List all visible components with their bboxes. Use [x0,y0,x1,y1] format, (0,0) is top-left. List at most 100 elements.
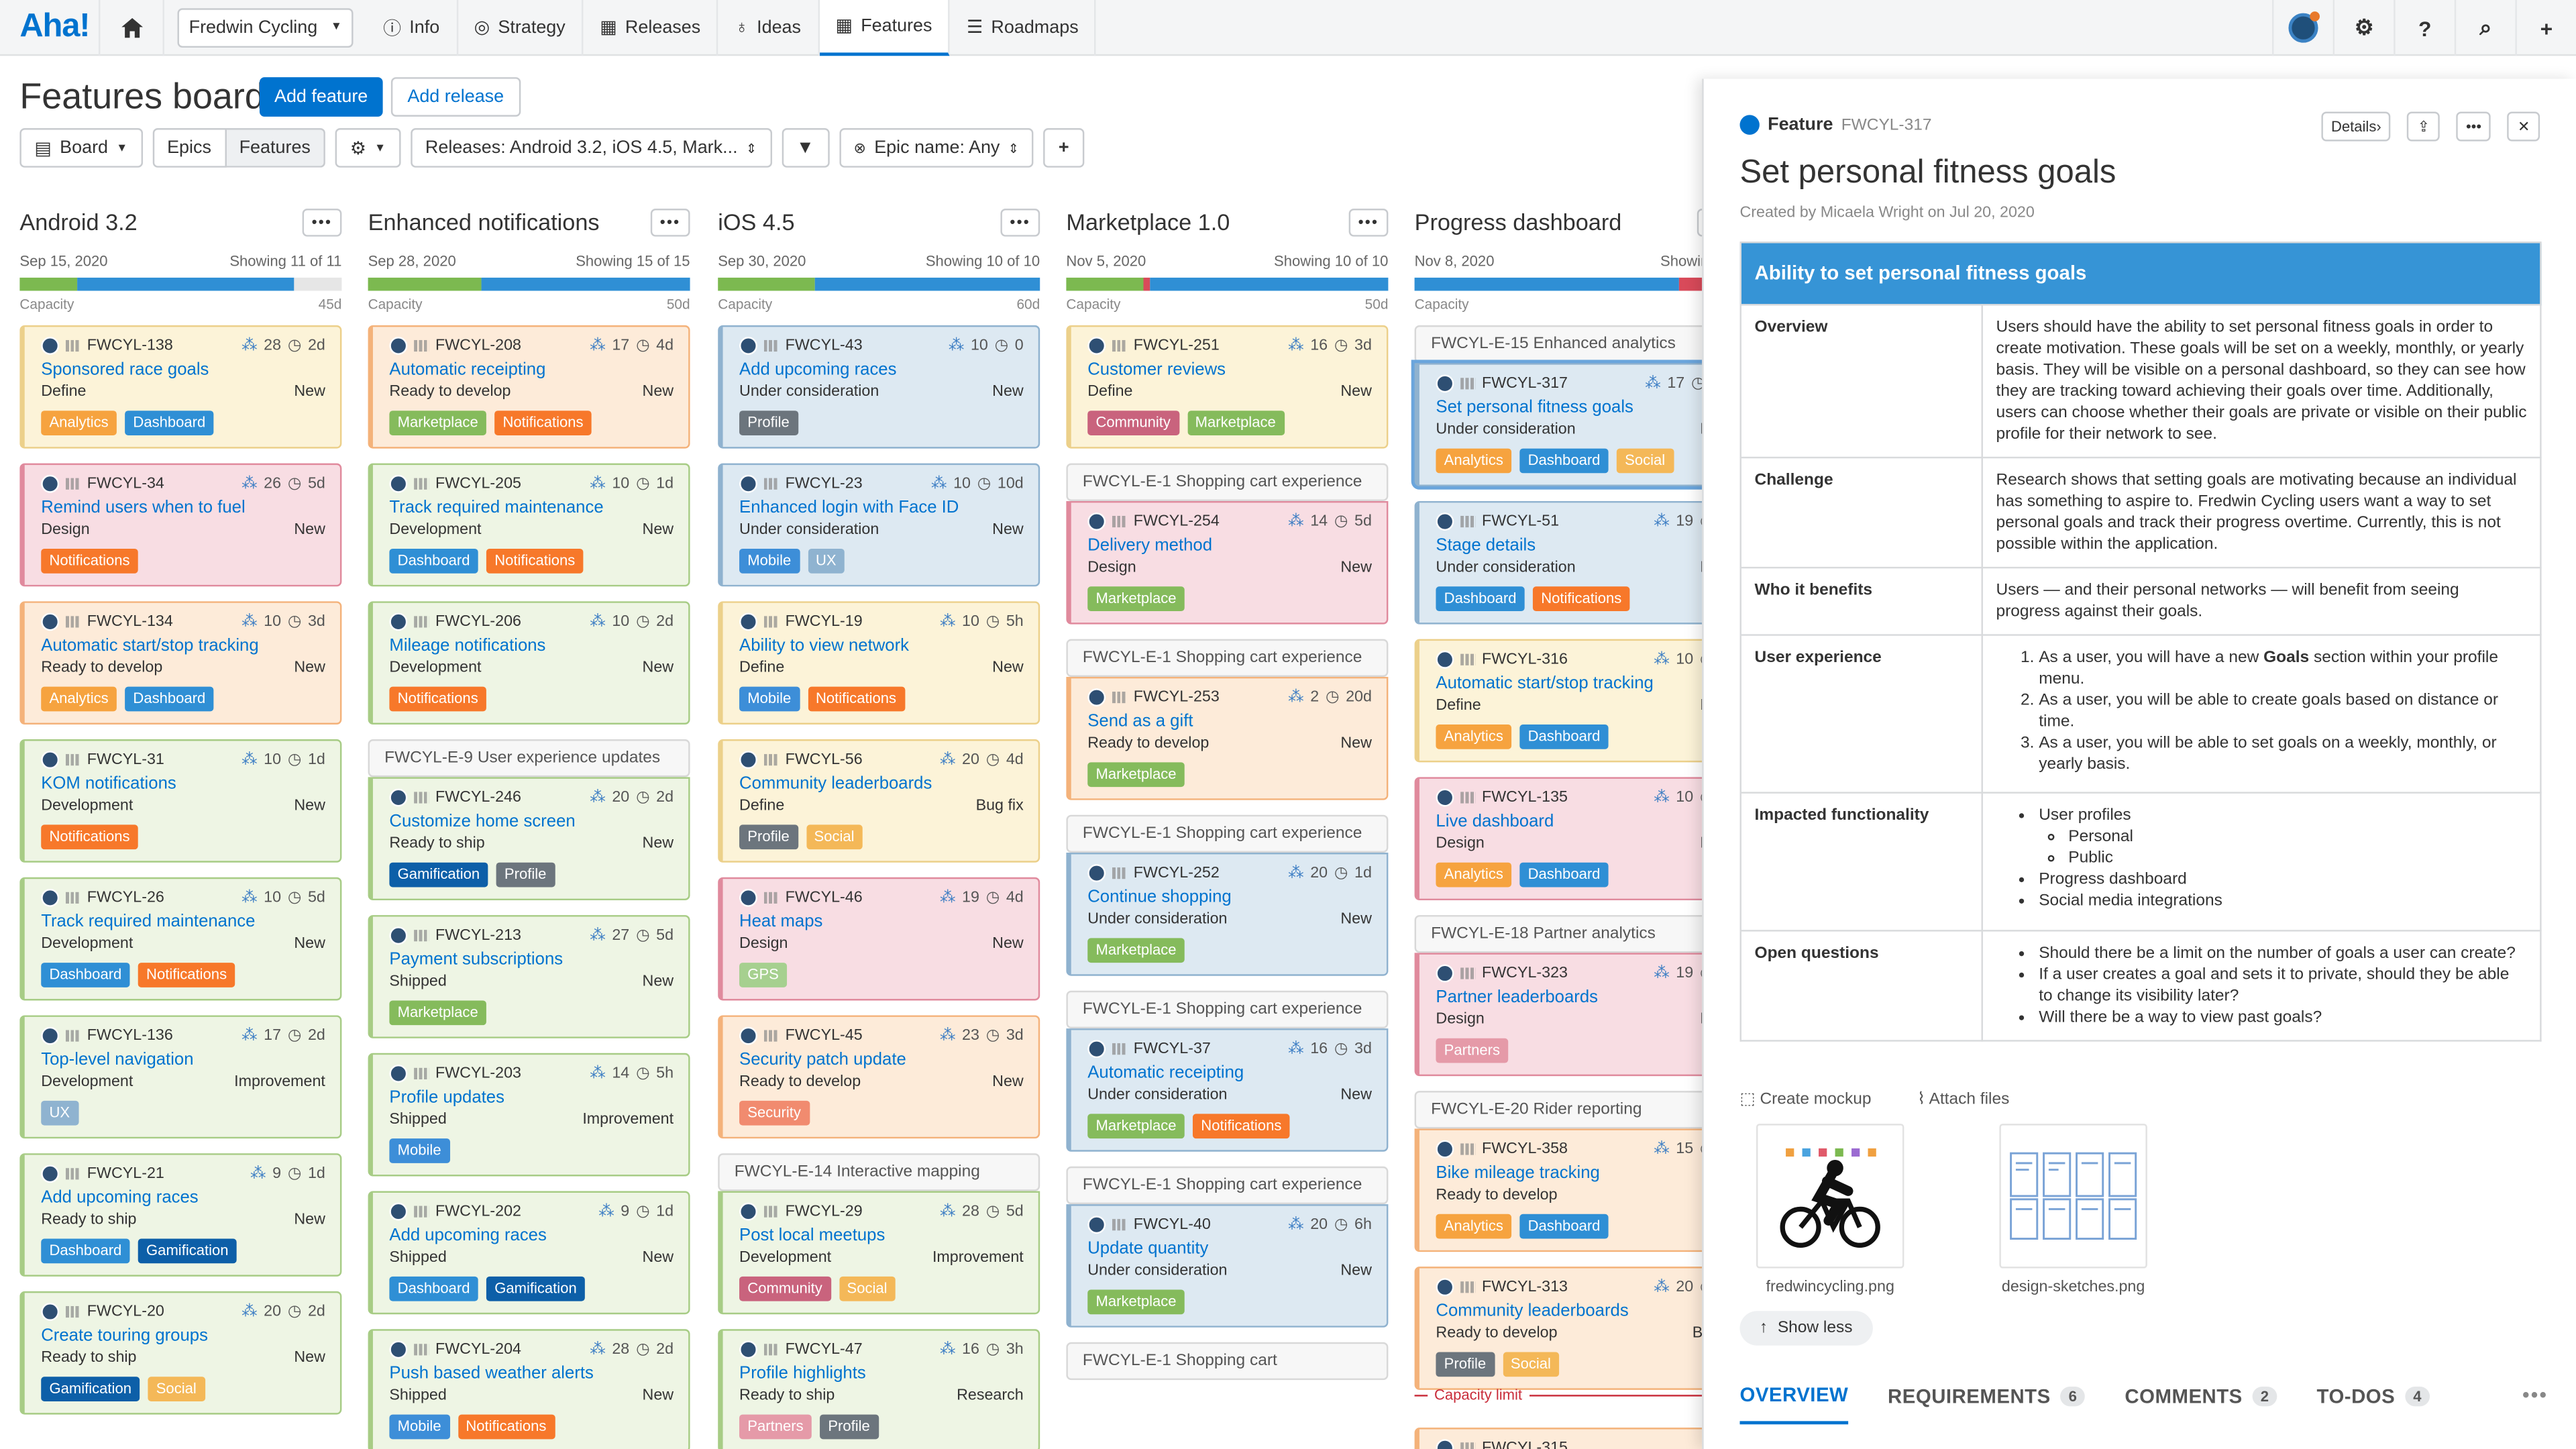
card-title[interactable]: Track required maintenance [389,498,604,518]
tag-dashboard[interactable]: Dashboard [125,411,214,435]
tag-marketplace[interactable]: Marketplace [1087,1114,1185,1139]
epic-label[interactable]: FWCYL-E-14 Interactive mapping [718,1153,1040,1191]
card-title[interactable]: KOM notifications [41,773,176,794]
home-button[interactable] [98,0,164,56]
tag-partners[interactable]: Partners [739,1414,812,1440]
card-title[interactable]: Add upcoming races [41,1187,199,1208]
tag-dashboard[interactable]: Dashboard [41,963,130,987]
feature-card[interactable]: FWCYL-23 ⁂ 10 ◷ 10d Enhanced login with Face … [718,463,1040,587]
nav-roadmaps[interactable]: ☰ Roadmaps [950,0,1097,56]
epic-label[interactable]: FWCYL-E-1 Shopping cart experience [1066,639,1389,677]
tag-ux[interactable]: UX [41,1100,78,1126]
column-more-button[interactable]: ••• [1000,207,1040,236]
tag-mobile[interactable]: Mobile [389,1138,449,1163]
tab-overview[interactable]: OVERVIEW [1739,1383,1849,1425]
card-title[interactable]: Mileage notifications [389,635,546,656]
tag-gamification[interactable]: Gamification [138,1238,237,1264]
card-title[interactable]: Live dashboard [1436,811,1554,832]
card-title[interactable]: Set personal fitness goals [1436,397,1633,418]
card-title[interactable]: Post local meetups [739,1225,885,1246]
card-title[interactable]: Create touring groups [41,1326,208,1346]
attachment-design-sketches[interactable]: design-sketches.png [1976,1124,2170,1296]
tab-comments[interactable]: COMMENTS 2 [2125,1383,2277,1424]
card-title[interactable]: Automatic start/stop tracking [1436,674,1654,694]
feature-card[interactable]: FWCYL-253 ⁂ 2 ◷ 20d Send as a gift Ready to de… [1066,676,1389,800]
feature-card[interactable]: FWCYL-317⁂17◷2Set personal fitness goals… [1414,363,1737,486]
column-more-button[interactable]: ••• [650,207,690,236]
attach-files-button[interactable]: ⌇ Attach files [1917,1091,2010,1110]
card-title[interactable]: Customer reviews [1087,360,1226,380]
epic-label[interactable]: FWCYL-E-1 Shopping cart experience [1066,463,1389,501]
card-title[interactable]: Top-level navigation [41,1049,194,1070]
card-title[interactable]: Bike mileage tracking [1436,1163,1600,1183]
feature-card[interactable]: FWCYL-56 ⁂ 20 ◷ 4d Community leaderboards Defi… [718,739,1040,863]
feature-card[interactable]: FWCYL-135⁂10◷Live dashboardDesignNeAnaly… [1414,777,1737,901]
epics-toggle[interactable]: Epics [152,128,227,168]
feature-card[interactable]: FWCYL-46 ⁂ 19 ◷ 4d Heat maps Design New GPS [718,877,1040,1001]
attachment-fredwincycling[interactable]: fredwincycling.png [1733,1124,1927,1296]
tag-marketplace[interactable]: Marketplace [1087,586,1185,612]
feature-card[interactable]: FWCYL-208 ⁂ 17 ◷ 4d Automatic receipting Ready… [368,325,690,449]
feature-card[interactable]: FWCYL-43 ⁂ 10 ◷ 0 Add upcoming races Under con… [718,325,1040,449]
tag-ux[interactable]: UX [807,548,845,574]
feature-card[interactable]: FWCYL-29 ⁂ 28 ◷ 5d Post local meetups Developm… [718,1191,1040,1315]
features-toggle[interactable]: Features [226,128,325,168]
feature-card[interactable]: FWCYL-204 ⁂ 28 ◷ 2d Push based weather alerts… [368,1329,690,1449]
feature-card[interactable]: FWCYL-202 ⁂ 9 ◷ 1d Add upcoming races Shipped N… [368,1191,690,1315]
tag-community[interactable]: Community [1087,411,1179,435]
card-title[interactable]: Track required maintenance [41,912,256,932]
tag-notifications[interactable]: Notifications [486,548,584,574]
feature-card[interactable]: FWCYL-19 ⁂ 10 ◷ 5h Ability to view network Def… [718,601,1040,725]
card-title[interactable]: Stage details [1436,535,1536,555]
add-filter-button[interactable]: + [1043,128,1084,168]
epic-label[interactable]: FWCYL-E-1 Shopping cart experience [1066,990,1389,1029]
nav-ideas[interactable]: ♁ Ideas [718,0,819,56]
share-button[interactable]: ⇪ [2407,111,2440,142]
board-settings-button[interactable]: ⚙ ▼ [335,128,401,168]
tag-social[interactable]: Social [148,1377,205,1401]
feature-card[interactable]: FWCYL-47 ⁂ 16 ◷ 3h Profile highlights Ready to… [718,1329,1040,1449]
feature-card[interactable]: FWCYL-358⁂15◷Bike mileage trackingReady … [1414,1128,1737,1252]
card-title[interactable]: Security patch update [739,1049,906,1070]
tag-dashboard[interactable]: Dashboard [1519,1214,1609,1239]
user-avatar-button[interactable] [2271,0,2333,56]
feature-card[interactable]: FWCYL-251 ⁂ 16 ◷ 3d Customer reviews Define New… [1066,325,1389,449]
card-title[interactable]: Ability to view network [739,635,910,656]
nav-strategy[interactable]: ◎ Strategy [458,0,584,56]
tag-social[interactable]: Social [806,824,863,850]
release-title[interactable]: Progress dashboard [1414,209,1622,235]
tag-mobile[interactable]: Mobile [739,548,800,574]
settings-button[interactable]: ⚙ [2332,0,2394,56]
feature-card[interactable]: FWCYL-20 ⁂ 20 ◷ 2d Create touring groups Ready… [19,1291,342,1415]
tag-mobile[interactable]: Mobile [739,686,800,712]
card-title[interactable]: Automatic receipting [1087,1063,1244,1083]
epic-label[interactable]: FWCYL-E-20 Rider reporting [1414,1091,1737,1129]
tag-analytics[interactable]: Analytics [41,686,117,712]
feature-card[interactable]: FWCYL-31514 [1414,1428,1737,1449]
feature-card[interactable]: FWCYL-313⁂20◷Community leaderboardsReady… [1414,1267,1737,1390]
tag-marketplace[interactable]: Marketplace [1087,1289,1185,1315]
card-title[interactable]: Push based weather alerts [389,1363,594,1384]
card-title[interactable]: Continue shopping [1087,887,1232,907]
feature-card[interactable]: FWCYL-138 ⁂ 28 ◷ 2d Sponsored race goals Defin… [19,325,342,449]
tag-marketplace[interactable]: Marketplace [389,1000,486,1026]
card-title[interactable]: Profile updates [389,1087,504,1108]
nav-info[interactable]: ⓘ Info [367,0,458,56]
more-button[interactable]: ••• [2456,111,2491,142]
tag-dashboard[interactable]: Dashboard [41,1238,130,1264]
aha-logo[interactable]: Aha! [19,8,90,45]
feature-title[interactable]: Set personal fitness goals [1739,154,2116,191]
epic-filter[interactable]: ⊗ Epic name: Any ⇕ [839,128,1034,168]
feature-card[interactable]: FWCYL-26 ⁂ 10 ◷ 5d Track required maintenance… [19,877,342,1001]
add-feature-button[interactable]: Add feature [259,77,383,117]
tag-security[interactable]: Security [739,1100,810,1126]
view-select[interactable]: ▤ Board ▼ [19,128,143,168]
tag-notifications[interactable]: Notifications [1532,586,1630,612]
feature-card[interactable]: FWCYL-136 ⁂ 17 ◷ 2d Top-level navigation Devel… [19,1015,342,1139]
tag-notifications[interactable]: Notifications [494,411,592,435]
tag-notifications[interactable]: Notifications [138,963,235,987]
card-title[interactable]: Add upcoming races [389,1225,547,1246]
help-button[interactable]: ? [2394,0,2455,56]
close-drawer-button[interactable]: ✕ [2508,111,2540,142]
